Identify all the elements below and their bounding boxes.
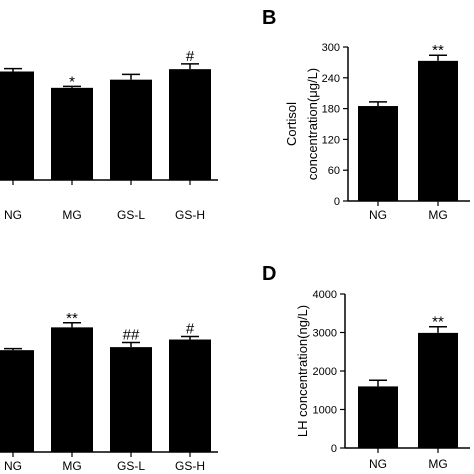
bar-mg	[51, 327, 93, 452]
y-tick-label: 120	[322, 134, 340, 146]
significance-marker: *	[69, 73, 75, 90]
chart-panel-b-cortisol: 0 60 120 180 240 300 Cortisol concentration(μg/…	[284, 42, 470, 222]
category-label: GS-L	[117, 208, 145, 222]
bar-ng	[358, 386, 398, 448]
bar-gs-h	[169, 339, 211, 452]
bar-ng	[358, 106, 398, 201]
significance-marker: **	[66, 310, 78, 327]
y-axis-title: Cortisol	[284, 102, 299, 146]
y-axis-title: concentration(μg/L)	[305, 68, 320, 180]
significance-marker: #	[186, 320, 195, 337]
bar-mg	[418, 60, 458, 201]
y-tick-label: 180	[322, 104, 340, 116]
y-tick-label: 60	[328, 165, 340, 177]
bar-gs-l	[110, 347, 152, 452]
category-label: MG	[428, 208, 447, 222]
significance-marker: ##	[123, 327, 140, 344]
bar-mg	[418, 332, 458, 448]
category-label: MG	[62, 208, 81, 222]
chart-panel-bottom-left: NG MG ** GS-L ## GS-H #	[0, 310, 218, 473]
y-tick-label: 4000	[313, 289, 337, 301]
bar-gs-h	[169, 69, 211, 180]
significance-marker: #	[186, 48, 195, 65]
category-label: GS-L	[117, 459, 145, 473]
bar-ng	[0, 71, 34, 180]
category-label: NG	[369, 457, 387, 471]
category-label: MG	[62, 459, 81, 473]
bar-ng	[0, 350, 34, 452]
category-label: GS-H	[175, 208, 205, 222]
bar-gs-l	[110, 79, 152, 180]
y-tick-label: 240	[322, 73, 340, 85]
y-tick-label: 3000	[313, 328, 337, 340]
y-tick-label: 0	[331, 443, 337, 455]
panel-letter-d: D	[262, 263, 276, 285]
panel-letter-b: B	[262, 7, 276, 29]
significance-marker: **	[432, 42, 444, 59]
category-label: GS-H	[175, 459, 205, 473]
y-tick-label: 1000	[313, 405, 337, 417]
category-label: NG	[369, 208, 387, 222]
significance-marker: **	[432, 314, 444, 331]
y-tick-label: 0	[334, 196, 340, 208]
category-label: MG	[428, 457, 447, 471]
category-label: NG	[4, 459, 22, 473]
y-tick-label: 2000	[313, 366, 337, 378]
chart-panel-top-left: NG MG * GS-L GS-H #	[0, 48, 218, 222]
y-tick-label: 300	[322, 42, 340, 54]
bar-mg	[51, 87, 93, 180]
category-label: NG	[4, 208, 22, 222]
y-axis-title: LH concentration(ng/L)	[295, 305, 310, 437]
